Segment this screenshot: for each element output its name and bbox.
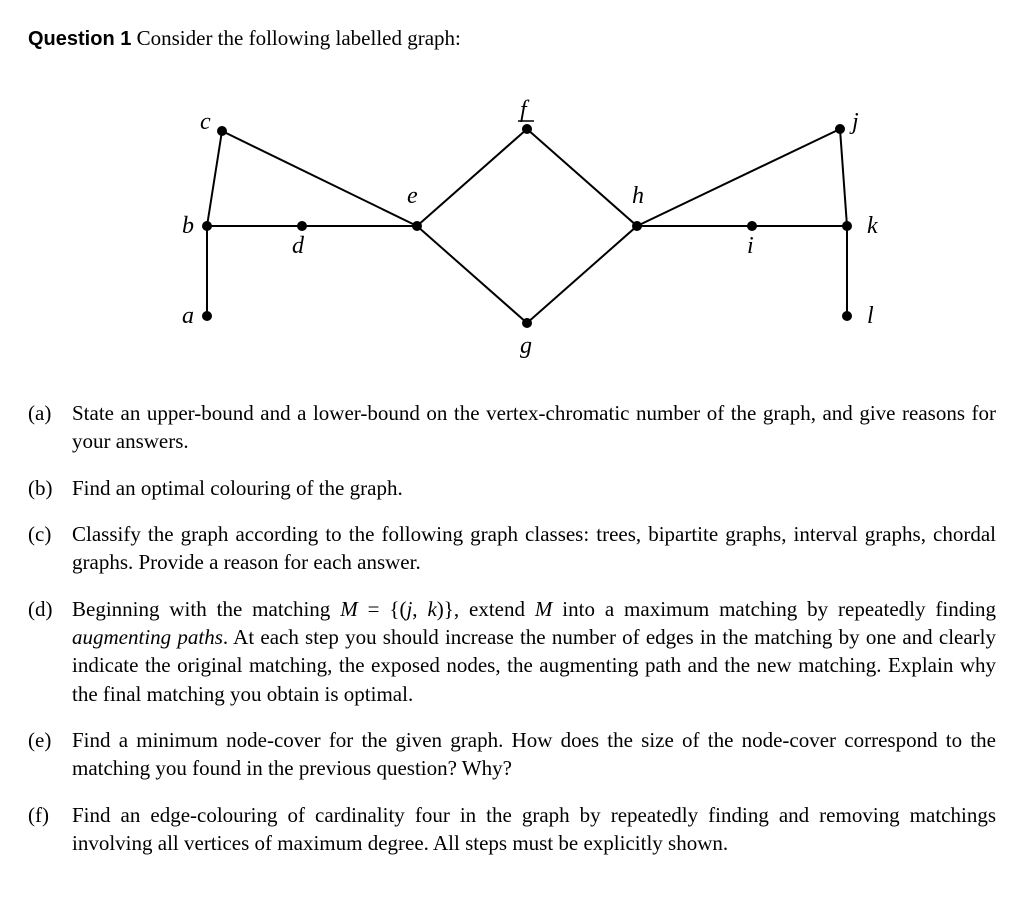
node-label-a: a	[182, 303, 194, 329]
part-label: (b)	[28, 474, 72, 502]
node-g	[522, 318, 532, 328]
node-label-g: g	[520, 333, 532, 359]
node-label-b: b	[182, 213, 194, 239]
parts-list: (a)State an upper-bound and a lower-boun…	[28, 399, 996, 857]
node-k	[842, 221, 852, 231]
part-text: Find an edge-colouring of cardinality fo…	[72, 801, 996, 858]
edge-f-h	[527, 129, 637, 226]
part-label: (d)	[28, 595, 72, 708]
part-item: (a)State an upper-bound and a lower-boun…	[28, 399, 996, 456]
node-label-c: c	[200, 109, 211, 135]
part-text: State an upper-bound and a lower-bound o…	[72, 399, 996, 456]
graph-svg: a b c d e f g h i j k l	[72, 71, 952, 371]
edge-e-g	[417, 226, 527, 323]
node-label-f: f	[520, 97, 530, 123]
node-c	[217, 126, 227, 136]
node-l	[842, 311, 852, 321]
node-h	[632, 221, 642, 231]
edge-g-h	[527, 226, 637, 323]
edge-j-k	[840, 129, 847, 226]
node-f	[522, 124, 532, 134]
node-label-l: l	[867, 303, 874, 329]
node-label-e: e	[407, 183, 418, 209]
part-label: (e)	[28, 726, 72, 783]
question-prompt: Consider the following labelled graph:	[137, 26, 461, 50]
node-b	[202, 221, 212, 231]
node-a	[202, 311, 212, 321]
part-item: (e)Find a minimum node-cover for the giv…	[28, 726, 996, 783]
node-label-i: i	[747, 233, 754, 259]
node-label-d: d	[292, 233, 305, 259]
edge-h-j	[637, 129, 840, 226]
node-label-h: h	[632, 183, 644, 209]
part-item: (b)Find an optimal colouring of the grap…	[28, 474, 996, 502]
question-number: Question 1	[28, 28, 131, 50]
part-text: Classify the graph according to the foll…	[72, 520, 996, 577]
page: Question 1 Consider the following labell…	[0, 0, 1024, 915]
graph-figure: a b c d e f g h i j k l	[28, 71, 996, 371]
part-item: (c)Classify the graph according to the f…	[28, 520, 996, 577]
part-label: (f)	[28, 801, 72, 858]
part-item: (f)Find an edge-colouring of cardinality…	[28, 801, 996, 858]
node-label-k: k	[867, 213, 878, 239]
edge-c-e	[222, 131, 417, 226]
node-label-j: j	[849, 109, 859, 135]
question-header: Question 1 Consider the following labell…	[28, 24, 996, 53]
part-item: (d)Beginning with the matching M = {(j, …	[28, 595, 996, 708]
part-label: (a)	[28, 399, 72, 456]
node-d	[297, 221, 307, 231]
edge-b-c	[207, 131, 222, 226]
edge-e-f	[417, 129, 527, 226]
node-i	[747, 221, 757, 231]
part-text: Beginning with the matching M = {(j, k)}…	[72, 595, 996, 708]
part-text: Find an optimal colouring of the graph.	[72, 474, 996, 502]
part-text: Find a minimum node-cover for the given …	[72, 726, 996, 783]
part-label: (c)	[28, 520, 72, 577]
node-e	[412, 221, 422, 231]
node-j	[835, 124, 845, 134]
